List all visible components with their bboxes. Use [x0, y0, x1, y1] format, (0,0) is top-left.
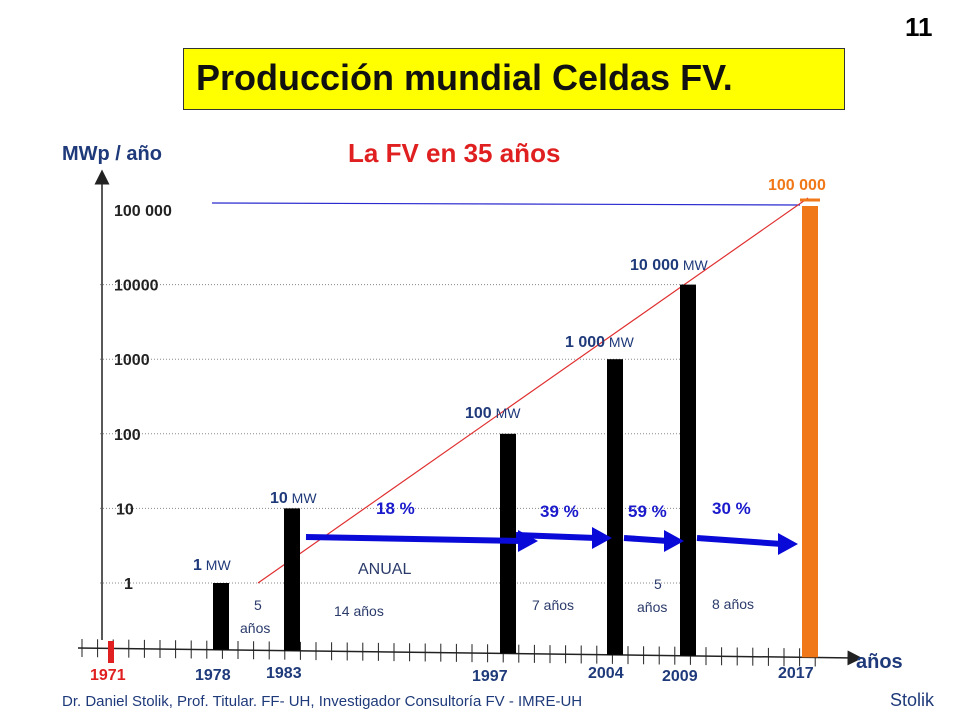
interval-label: 8 años — [712, 596, 754, 612]
trend-line — [257, 197, 809, 584]
x-category-label: 2017 — [778, 665, 814, 682]
growth-arrow-head — [778, 533, 798, 555]
growth-arrow-shaft — [515, 532, 597, 541]
interval-label: 5 — [654, 576, 662, 592]
projection-bar — [802, 206, 818, 658]
growth-arrow-head — [664, 530, 684, 552]
y-tick-label: 10 — [116, 501, 134, 518]
y-axis-title: MWp / año — [62, 143, 162, 165]
interval-label: 14 años — [334, 603, 384, 619]
growth-arrow-shaft — [305, 534, 523, 544]
bar-value-label: 100 MW — [465, 405, 521, 422]
y-tick-label: 100 000 — [114, 203, 172, 220]
bar-value-label: 10 000 MW — [630, 257, 708, 274]
growth-rate-label: 39 % — [540, 502, 579, 521]
growth-arrow-shaft — [696, 535, 783, 547]
chart-title: La FV en 35 años — [348, 138, 560, 168]
start-year-marker — [108, 641, 114, 663]
y-tick-label: 1000 — [114, 352, 150, 369]
production-bar — [213, 583, 229, 650]
x-category-label: 2009 — [662, 668, 698, 685]
production-bar — [680, 284, 696, 656]
growth-rate-label: 59 % — [628, 502, 667, 521]
interval-label: años — [637, 599, 667, 615]
bar-value-label: 100 000 — [768, 177, 826, 194]
growth-rate-note: ANUAL — [358, 561, 411, 578]
x-axis-title: años — [856, 651, 903, 673]
growth-rate-label: 30 % — [712, 499, 751, 518]
bar-value-label: 1 MW — [193, 557, 231, 574]
y-tick-label: 10000 — [114, 278, 159, 295]
slide-title: Producción mundial Celdas FV. — [196, 57, 733, 98]
interval-label: 7 años — [532, 597, 574, 613]
production-bar — [607, 359, 623, 655]
interval-label: años — [240, 620, 270, 636]
interval-label: 5 — [254, 597, 262, 613]
top-reference-line — [211, 202, 801, 206]
growth-arrow-head — [592, 527, 612, 549]
author-name: Stolik — [890, 690, 935, 710]
x-axis — [77, 647, 863, 666]
footer-credit: Dr. Daniel Stolik, Prof. Titular. FF- UH… — [62, 693, 583, 710]
x-category-label: 1983 — [266, 665, 302, 682]
x-category-label: 1978 — [195, 667, 231, 684]
growth-rate-label: 18 % — [376, 499, 415, 518]
bar-value-label: 1 000 MW — [565, 334, 635, 351]
slide-number: 11 — [905, 12, 933, 42]
y-tick-label: 100 — [114, 427, 141, 444]
growth-arrow-shaft — [623, 535, 669, 544]
bar-value-label: 10 MW — [270, 490, 317, 507]
y-tick-label: 1 — [124, 576, 133, 593]
title-banner: Producción mundial Celdas FV. — [183, 48, 845, 110]
x-category-label: 2004 — [588, 665, 624, 682]
production-bar — [284, 508, 300, 651]
start-year-label: 1971 — [90, 667, 126, 684]
x-category-label: 1997 — [472, 668, 508, 685]
